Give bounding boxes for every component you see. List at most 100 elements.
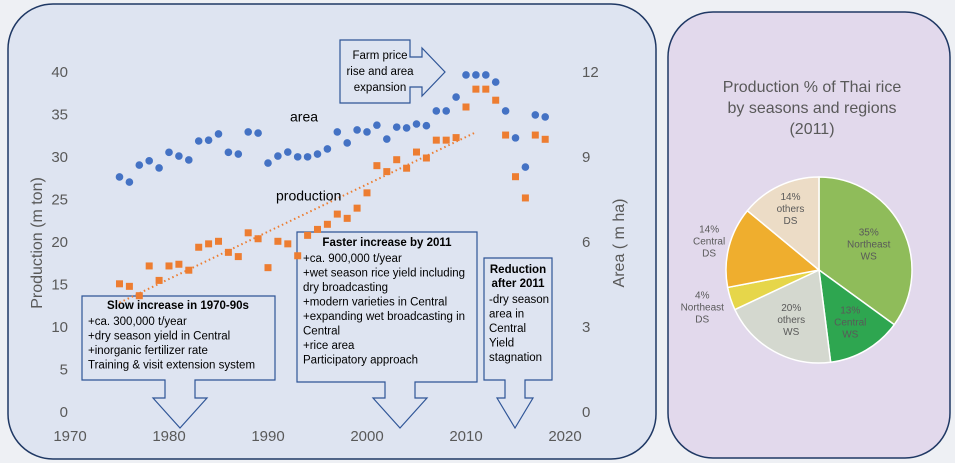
area-point (452, 93, 460, 101)
pie-label: 20% (781, 303, 801, 314)
production-point (135, 292, 143, 300)
annotation-line: stagnation (489, 352, 542, 364)
production-point (264, 264, 272, 272)
production-point (244, 229, 252, 237)
annotation-title: after 2011 (491, 278, 545, 290)
production-point (521, 194, 529, 202)
annotation-line: Central (303, 326, 340, 338)
pie-label: DS (702, 248, 716, 259)
y-tick-label: 15 (51, 276, 68, 293)
area-point (343, 139, 352, 147)
pie-label: Central (834, 317, 866, 328)
area-point (531, 111, 540, 119)
production-point (304, 231, 312, 239)
area-point (293, 153, 302, 161)
pie-slice (725, 209, 821, 289)
y-axis-label: Production (m ton) (29, 177, 46, 309)
area-point (155, 164, 163, 172)
area-point (353, 126, 361, 134)
production-point (323, 220, 331, 228)
annotation-title: Reduction (490, 264, 546, 276)
production-point (195, 243, 203, 251)
annotation-line: +modern varieties in Central (303, 297, 447, 309)
production-point (373, 162, 381, 170)
production-point (205, 240, 213, 248)
area-point (194, 137, 203, 145)
area-point (284, 148, 292, 156)
area-point (303, 153, 312, 161)
annotation-line: area in (489, 309, 524, 321)
x-tick-label: 1990 (251, 428, 284, 445)
production-point (492, 96, 500, 104)
production-point (353, 204, 361, 212)
pie-label: Northeast (681, 303, 725, 314)
annotation-title: Faster increase by 2011 (322, 237, 452, 249)
annotation-line: -dry season (489, 294, 549, 306)
production-point (442, 136, 450, 144)
pie-chart: Production % of Thai rice by seasons and … (681, 79, 913, 364)
production-point (393, 156, 401, 164)
pie-title: Production % of Thai rice (723, 79, 902, 96)
y-tick-label: 35 (51, 106, 68, 123)
pie-label: WS (861, 251, 877, 262)
area-point (145, 157, 153, 165)
production-point (383, 168, 391, 176)
area-point (274, 152, 282, 160)
pie-title: by seasons and regions (728, 100, 897, 117)
production-point (215, 237, 222, 245)
production-point (343, 214, 351, 222)
pie-label: WS (783, 327, 799, 338)
area-point (462, 71, 470, 79)
annotation-line: +ca. 900,000 t/year (303, 253, 402, 265)
pie-label: Central (693, 236, 725, 247)
annotation-line: rise and area (346, 66, 414, 78)
y2-tick-label: 9 (582, 149, 590, 166)
area-point (392, 123, 401, 131)
area-point (254, 129, 262, 137)
pie-label: WS (842, 329, 858, 340)
y2-tick-label: 6 (582, 234, 590, 251)
pie-label: 4% (695, 291, 710, 302)
production-point (432, 136, 440, 144)
production-point (116, 280, 123, 288)
production-point (472, 85, 480, 93)
pie-slice (818, 176, 913, 326)
pie-label: 13% (840, 305, 860, 316)
annotation-line: dry broadcasting (303, 282, 388, 294)
area-point (402, 124, 411, 132)
annotation-line: +rice area (303, 340, 355, 352)
x-tick-label: 2000 (350, 428, 383, 445)
pie-label: DS (695, 315, 709, 326)
area-point (244, 128, 252, 136)
production-point (274, 237, 282, 245)
annotation-title: Slow increase in 1970-90s (107, 300, 249, 312)
production-point (413, 148, 420, 156)
y-tick-label: 5 (60, 361, 68, 378)
area-point (115, 173, 124, 181)
y2-tick-label: 3 (582, 319, 590, 336)
area-point (363, 128, 371, 136)
area-point (383, 135, 391, 143)
pie-slice (733, 268, 832, 364)
y2-tick-label: 0 (582, 404, 590, 421)
production-point (294, 252, 302, 260)
pie-label: Northeast (847, 239, 891, 250)
callout-arrow (81, 295, 276, 429)
y-tick-label: 25 (51, 191, 68, 208)
production-point (175, 260, 183, 268)
y-tick-label: 40 (51, 64, 68, 81)
production-point (125, 282, 133, 290)
y-tick-label: 30 (51, 149, 68, 166)
annotation-line: +ca. 300,000 t/year (88, 316, 187, 328)
area-point (185, 156, 193, 164)
pie-label: DS (784, 216, 798, 227)
area-point (491, 78, 500, 86)
production-point (482, 85, 490, 93)
x-tick-label: 1970 (53, 428, 86, 445)
production-point (541, 135, 549, 143)
area-point (264, 159, 272, 167)
time-series-chart: 0 5 10 15 20 25 30 35 40 0 3 6 9 12 1970 1980 1990 2000 20… (29, 39, 628, 445)
pie-label: others (777, 204, 805, 215)
production-point (422, 154, 430, 162)
